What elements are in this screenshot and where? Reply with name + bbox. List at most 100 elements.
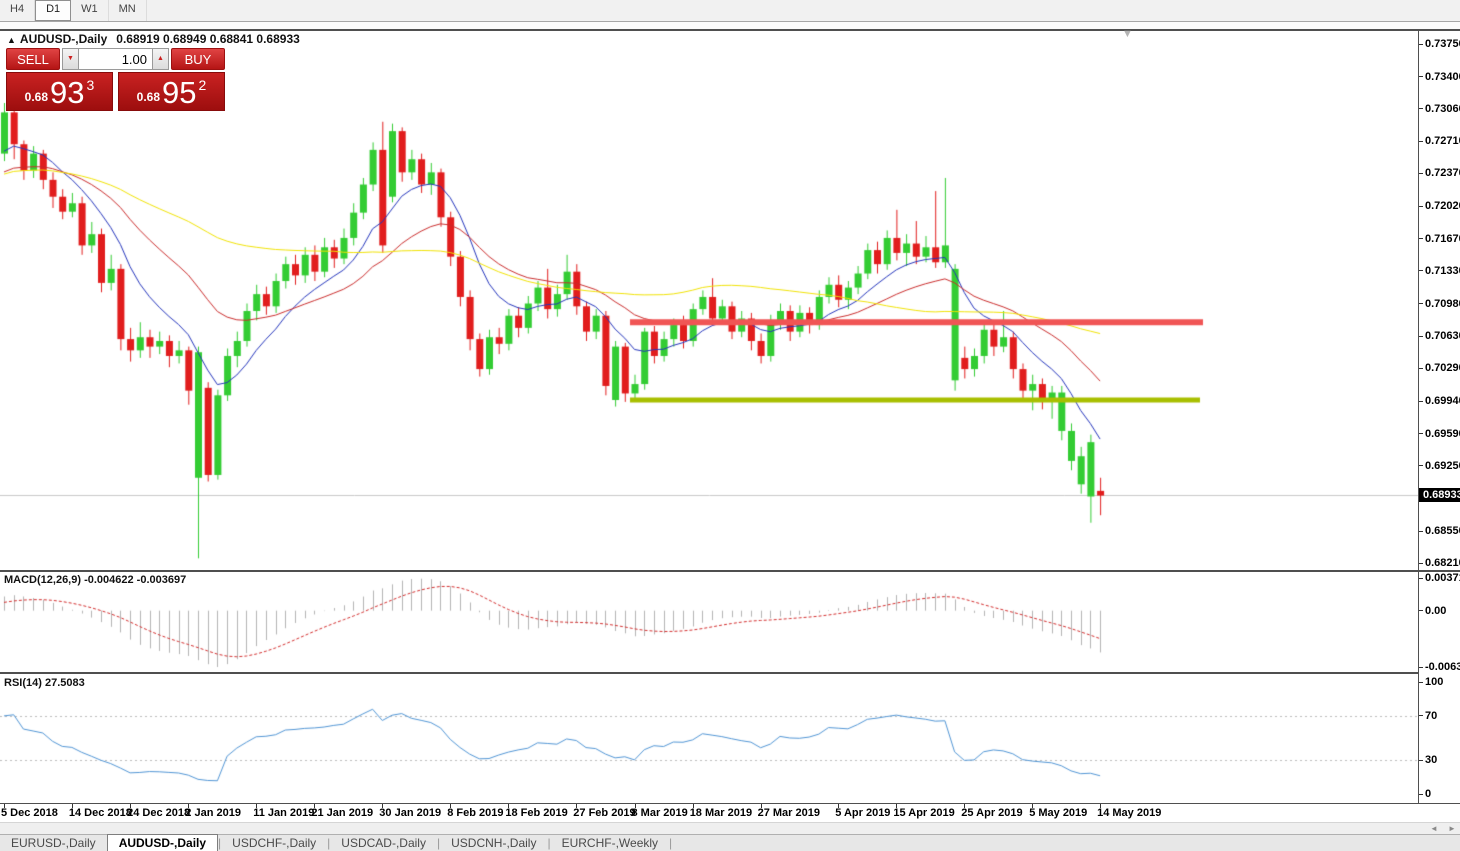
timeframe-tab-h4[interactable]: H4 bbox=[0, 0, 36, 21]
scroll-left-icon[interactable]: ◄ bbox=[1430, 824, 1438, 833]
symbol-name: AUDUSD-,Daily bbox=[19, 32, 108, 46]
date-axis-label: 14 Dec 2018 bbox=[68, 807, 132, 819]
rsi-axis-label: 100 bbox=[1419, 676, 1460, 689]
chart-tab-audusd[interactable]: AUDUSD-,Daily bbox=[106, 834, 219, 851]
macd-separator[interactable] bbox=[0, 570, 1460, 572]
rsi-axis-label: 0 bbox=[1419, 788, 1460, 801]
date-tick bbox=[188, 804, 190, 808]
chart-top-border bbox=[0, 29, 1460, 31]
buy-button[interactable]: BUY bbox=[171, 48, 225, 70]
price-chart-canvas[interactable] bbox=[0, 29, 1419, 570]
date-tick bbox=[256, 804, 258, 808]
rsi-axis-label: 30 bbox=[1419, 754, 1460, 768]
one-click-trade-panel: SELL ▼ ▲ BUY 0.68 93 3 0.68 95 2 bbox=[6, 48, 225, 111]
horizontal-scrollbar[interactable]: ◄ ► bbox=[0, 822, 1460, 834]
tab-separator: | bbox=[436, 836, 441, 850]
date-tick bbox=[692, 804, 694, 808]
date-axis-label: 8 Feb 2019 bbox=[447, 807, 504, 819]
sell-price-prefix: 0.68 bbox=[24, 90, 49, 104]
date-tick bbox=[1100, 804, 1102, 808]
chart-tab-usdcad[interactable]: USDCAD-,Daily bbox=[341, 836, 426, 850]
rsi-panel-canvas[interactable] bbox=[0, 676, 1419, 803]
date-tick bbox=[508, 804, 510, 808]
date-axis-label: 25 Apr 2019 bbox=[961, 807, 1023, 819]
macd-axis-label: -0.006344 bbox=[1419, 661, 1460, 674]
chart-tab-usdcnh[interactable]: USDCNH-,Daily bbox=[451, 836, 537, 850]
date-axis-label: 18 Mar 2019 bbox=[689, 807, 753, 819]
date-axis-label: 18 Feb 2019 bbox=[505, 807, 568, 819]
date-axis[interactable]: 5 Dec 2018 14 Dec 2018 24 Dec 2018 2 Jan 20… bbox=[0, 804, 1460, 821]
chart-symbol-label: ▲ AUDUSD-,Daily 0.68919 0.68949 0.68841 0.… bbox=[7, 32, 300, 46]
sell-price-tile[interactable]: 0.68 93 3 bbox=[6, 72, 113, 111]
rsi-separator[interactable] bbox=[0, 672, 1460, 674]
date-axis-label: 8 Mar 2019 bbox=[631, 807, 688, 819]
timeframe-tab-d1[interactable]: D1 bbox=[35, 0, 72, 21]
date-tick bbox=[838, 804, 840, 808]
buy-price-main: 95 bbox=[162, 75, 197, 110]
date-tick bbox=[314, 804, 316, 808]
volume-input[interactable] bbox=[79, 48, 152, 70]
date-tick bbox=[4, 804, 5, 808]
date-tick bbox=[576, 804, 578, 808]
rsi-axis-label: 70 bbox=[1419, 709, 1460, 723]
timeframe-tab-w1[interactable]: W1 bbox=[71, 0, 109, 21]
date-axis-label: 27 Feb 2019 bbox=[573, 807, 636, 819]
scroll-right-icon[interactable]: ► bbox=[1448, 824, 1456, 833]
date-tick bbox=[450, 804, 452, 808]
tab-separator: | bbox=[218, 836, 222, 850]
price-axis-line bbox=[1418, 29, 1419, 804]
macd-panel-canvas[interactable] bbox=[0, 573, 1419, 672]
date-tick bbox=[1032, 804, 1034, 808]
date-tick bbox=[760, 804, 762, 808]
toolbar-spacer bbox=[0, 22, 1460, 29]
macd-indicator-label: MACD(12,26,9) -0.004622 -0.003697 bbox=[4, 574, 187, 586]
date-axis-label: 27 Mar 2019 bbox=[757, 807, 820, 819]
date-tick bbox=[130, 804, 132, 808]
date-axis-border bbox=[0, 803, 1460, 804]
scroll-to-end-icon[interactable]: ▼ bbox=[1122, 28, 1133, 40]
date-axis-label: 11 Jan 2019 bbox=[253, 807, 315, 819]
chart-tab-eurusd[interactable]: EURUSD-,Daily bbox=[11, 836, 96, 850]
chart-tab-usdchf[interactable]: USDCHF-,Daily bbox=[232, 836, 317, 850]
current-price-tag: 0.68933 bbox=[1419, 488, 1460, 503]
date-axis-label: 24 Dec 2018 bbox=[127, 807, 191, 819]
date-tick bbox=[71, 804, 73, 808]
buy-price-pip: 2 bbox=[198, 77, 207, 93]
collapse-arrow-icon[interactable]: ▲ bbox=[7, 35, 16, 45]
volume-decrease-button[interactable]: ▼ bbox=[62, 48, 79, 70]
tab-separator: | bbox=[669, 836, 673, 850]
volume-increase-button[interactable]: ▲ bbox=[152, 48, 169, 70]
macd-axis-label: 0.00 bbox=[1419, 604, 1460, 618]
rsi-indicator-label: RSI(14) 27.5083 bbox=[4, 677, 85, 689]
tab-separator: | bbox=[547, 836, 551, 850]
timeframe-tab-mn[interactable]: MN bbox=[109, 0, 147, 21]
sell-price-pip: 3 bbox=[86, 77, 95, 93]
date-tick bbox=[896, 804, 898, 808]
date-axis-label: 15 Apr 2019 bbox=[893, 807, 955, 819]
date-tick bbox=[964, 804, 966, 808]
buy-price-tile[interactable]: 0.68 95 2 bbox=[118, 72, 225, 111]
sell-price-main: 93 bbox=[50, 75, 85, 110]
chart-tab-bar: EURUSD-,Daily AUDUSD-,Daily | USDCHF-,Daily… bbox=[0, 834, 1460, 851]
date-axis-label: 14 May 2019 bbox=[1097, 807, 1162, 819]
date-axis-label: 5 Dec 2018 bbox=[1, 807, 58, 819]
sell-button[interactable]: SELL bbox=[6, 48, 60, 70]
date-tick bbox=[382, 804, 384, 808]
date-tick bbox=[634, 804, 636, 808]
chart-tab-eurchf[interactable]: EURCHF-,Weekly bbox=[561, 836, 659, 850]
ohlc-values: 0.68919 0.68949 0.68841 0.68933 bbox=[116, 32, 300, 46]
